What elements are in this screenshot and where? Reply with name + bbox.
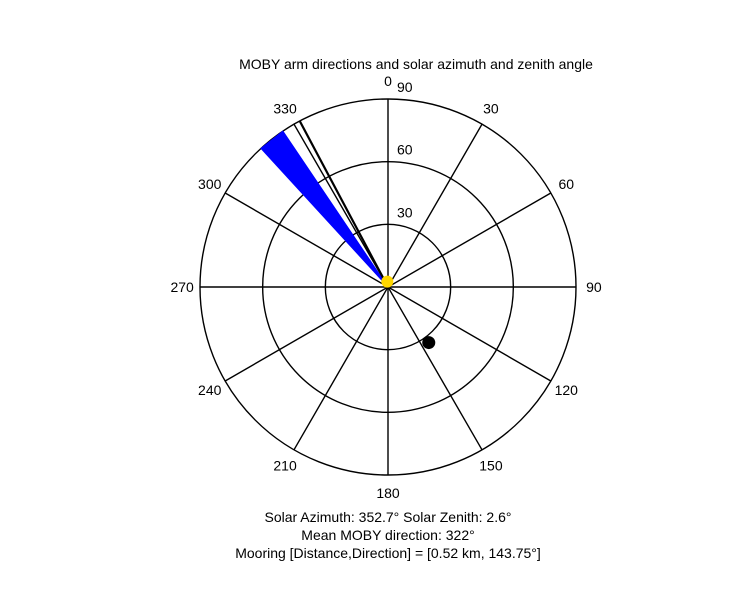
angle-tick-label: 120 [555, 382, 579, 398]
angle-tick-label: 60 [558, 176, 574, 192]
moby-arm-wedge [260, 130, 389, 288]
radial-tick-label: 90 [397, 79, 413, 95]
angle-tick-label: 240 [198, 382, 222, 398]
mooring-marker [422, 336, 436, 350]
solar-caption: Solar Azimuth: 352.7° Solar Zenith: 2.6° [264, 509, 512, 525]
mooring-caption: Mooring [Distance,Direction] = [0.52 km,… [235, 545, 541, 561]
moby-direction-caption: Mean MOBY direction: 322° [301, 527, 475, 543]
caption: Solar Azimuth: 352.7° Solar Zenith: 2.6°… [188, 508, 588, 562]
angle-tick-label: 0 [384, 73, 392, 89]
angle-tick-label: 210 [273, 457, 297, 473]
angle-tick-label: 300 [198, 176, 222, 192]
angle-tick-label: 90 [586, 279, 602, 295]
radial-tick-label: 30 [397, 204, 413, 220]
angle-tick-label: 180 [376, 485, 400, 501]
angle-tick-label: 270 [170, 279, 194, 295]
radial-tick-label: 60 [397, 142, 413, 158]
angle-tick-label: 330 [273, 101, 297, 117]
angle-tick-label: 150 [479, 457, 503, 473]
chart-title: MOBY arm directions and solar azimuth an… [239, 56, 593, 72]
angle-tick-label: 30 [483, 101, 499, 117]
moby-direction-ray [298, 120, 389, 288]
sun-marker [381, 275, 394, 288]
